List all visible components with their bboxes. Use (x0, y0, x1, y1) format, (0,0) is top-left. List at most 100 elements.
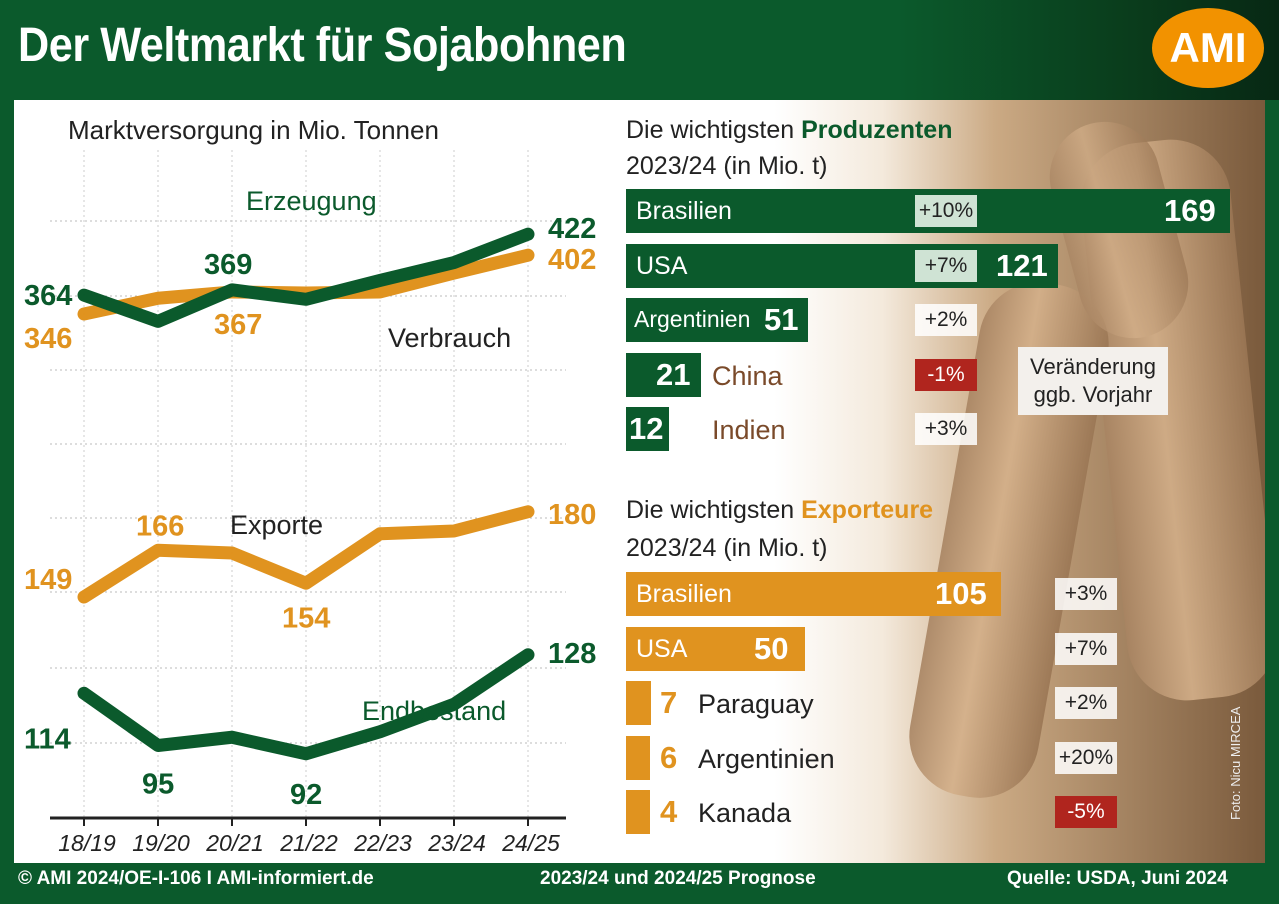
change-badge: +2% (1055, 687, 1117, 719)
data-point (379, 532, 381, 535)
bar-category-label: Brasilien (636, 197, 732, 225)
data-label: 149 (24, 564, 72, 596)
data-point (453, 261, 455, 264)
x-tick-label: 21/22 (279, 830, 338, 856)
bar-value-label: 169 (1164, 193, 1216, 228)
bar (626, 298, 809, 342)
series-name: Erzeugung (246, 186, 377, 216)
bar-category-label: Brasilien (636, 580, 732, 608)
change-badge: +2% (915, 304, 977, 336)
data-label: 92 (290, 779, 322, 811)
bar (626, 407, 669, 451)
bar-value-label: 51 (764, 302, 799, 337)
data-label: 369 (204, 249, 252, 281)
producers-title-highlight: Produzenten (801, 116, 953, 144)
change-badge: +3% (1055, 578, 1117, 610)
line-chart-title: Marktversorgung in Mio. Tonnen (68, 115, 439, 145)
data-label: 154 (282, 602, 330, 634)
bar-category-label: Indien (712, 415, 786, 445)
producers-title-prefix: Die wichtigsten (626, 116, 795, 144)
data-label: 95 (142, 769, 174, 801)
bar-value-label: 21 (656, 356, 691, 392)
bar-category-label: Kanada (698, 798, 792, 828)
bar (626, 735, 650, 780)
data-point (453, 703, 455, 706)
change-badge: +20% (1055, 741, 1117, 774)
data-point (527, 510, 529, 513)
x-tick-label: 20/21 (205, 830, 264, 856)
data-point (379, 290, 381, 293)
x-tick-label: 24/25 (501, 830, 560, 856)
bar-value-label: 4 (660, 794, 678, 829)
header-bar (0, 0, 1279, 100)
bar (626, 681, 651, 725)
change-badge: -1% (915, 358, 977, 391)
x-tick-label: 18/19 (58, 830, 116, 856)
bar (626, 572, 1001, 616)
data-point (157, 320, 159, 323)
data-point (157, 744, 159, 747)
ami-logo: AMI (1152, 8, 1264, 88)
bar-value-label: 7 (660, 685, 678, 720)
change-badge: +7% (1055, 632, 1117, 665)
data-point (527, 233, 529, 236)
data-label: 346 (24, 323, 72, 355)
data-label: 128 (548, 638, 596, 670)
producers-subtitle: 2023/24 (in Mio. t) (626, 152, 828, 180)
bar-category-label: Argentinien (634, 306, 751, 332)
data-label: 114 (24, 723, 71, 755)
bar-value-label: 105 (935, 576, 987, 611)
callout-line-1: Veränderung (1030, 354, 1156, 379)
data-point (527, 254, 529, 257)
data-point (379, 279, 381, 282)
change-badge: +3% (915, 413, 977, 445)
data-point (231, 288, 233, 291)
data-label: 166 (136, 510, 184, 542)
data-point (83, 596, 85, 598)
data-label: 180 (548, 499, 596, 531)
exporters-title-highlight: Exporteure (801, 496, 934, 524)
data-point (527, 653, 529, 656)
footer-forecast-note: 2023/24 und 2024/25 Prognose (540, 868, 816, 889)
change-callout: Veränderung ggb. Vorjahr (1018, 347, 1168, 415)
data-point (305, 752, 307, 755)
x-tick-label: 22/23 (353, 830, 412, 856)
exporters-subtitle: 2023/24 (in Mio. t) (626, 534, 828, 562)
bar-category-label: USA (636, 251, 688, 280)
data-label: 402 (548, 244, 596, 276)
series-name: Exporte (230, 510, 323, 540)
bar-value-label: 50 (754, 630, 789, 666)
callout-line-2: ggb. Vorjahr (1033, 382, 1153, 407)
change-badge: +10% (915, 195, 977, 227)
bar-category-label: China (712, 360, 783, 391)
bar (626, 243, 1059, 288)
bar-category-label: USA (636, 634, 688, 663)
series-name: Verbrauch (388, 323, 511, 353)
data-point (231, 736, 233, 739)
bar-category-label: Argentinien (698, 743, 835, 774)
data-point (157, 297, 159, 300)
data-point (453, 272, 455, 275)
bar-category-label: Paraguay (698, 689, 814, 719)
bar-value-label: 12 (629, 411, 664, 446)
footer-source: Quelle: USDA, Juni 2024 (1007, 868, 1228, 889)
page-title: Der Weltmarkt für Sojabohnen (18, 19, 627, 72)
x-tick-label: 23/24 (427, 830, 486, 856)
producers-title: Die wichtigsten Produzenten (626, 116, 953, 145)
exporters-title-prefix: Die wichtigsten (626, 496, 795, 524)
data-point (83, 294, 85, 297)
data-point (157, 549, 159, 552)
data-point (379, 730, 381, 733)
exporters-title: Die wichtigsten Exporteure (626, 496, 933, 525)
data-point (453, 530, 455, 532)
series-name: Endbestand (362, 696, 506, 726)
bar (626, 352, 702, 397)
data-point (305, 582, 307, 585)
data-point (231, 552, 233, 554)
bar (626, 790, 650, 834)
data-label: 367 (214, 309, 262, 341)
footer-copyright: © AMI 2024/OE-I-106 I AMI-informiert.de (18, 868, 374, 889)
data-point (305, 298, 307, 301)
bar-value-label: 121 (996, 247, 1048, 283)
